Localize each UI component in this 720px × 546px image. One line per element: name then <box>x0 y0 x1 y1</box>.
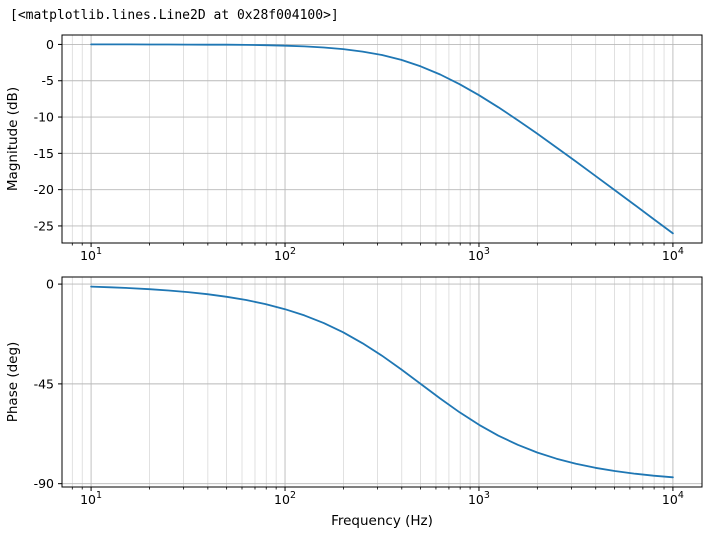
x-tick-label: 102 <box>274 246 296 263</box>
x-tick-label: 101 <box>80 246 102 263</box>
y-tick-label: 0 <box>46 37 54 52</box>
x-tick-label: 104 <box>662 246 684 263</box>
axes-spines <box>61 276 703 488</box>
x-tick-label: 103 <box>468 490 490 507</box>
x-tick-label: 103 <box>468 246 490 263</box>
phase-curve <box>90 285 674 479</box>
y-tick-label: -5 <box>42 73 54 88</box>
magnitude-ylabel: Magnitude (dB) <box>5 87 21 191</box>
x-tick-label: 102 <box>274 490 296 507</box>
x-axis-label: Frequency (Hz) <box>331 513 433 529</box>
magnitude-curve <box>90 43 674 235</box>
y-tick-label: -15 <box>34 146 54 161</box>
y-tick-label: -90 <box>34 476 54 491</box>
y-tick-label: -20 <box>34 182 54 197</box>
y-tick-label: -45 <box>34 376 54 391</box>
x-tick-label: 104 <box>662 490 684 507</box>
phase-subplot: 101 102 103 104 0 -45 -90 Phase (deg) Frequency … <box>5 276 703 529</box>
x-tick-label: 101 <box>80 490 102 507</box>
bode-plot-figure: 101 102 103 104 0 -5 -10 -15 -20 -25 Magnitude (dB… <box>5 34 703 529</box>
y-tick-label: 0 <box>46 277 54 292</box>
magnitude-subplot: 101 102 103 104 0 -5 -10 -15 -20 -25 Magnitude (dB… <box>5 34 703 263</box>
y-tick-label: -10 <box>34 110 54 125</box>
phase-ylabel: Phase (deg) <box>5 342 21 423</box>
y-tick-label: -25 <box>34 218 54 233</box>
axes-spines <box>61 34 703 244</box>
repr-output-text: [<matplotlib.lines.Line2D at 0x28f004100… <box>10 8 339 23</box>
